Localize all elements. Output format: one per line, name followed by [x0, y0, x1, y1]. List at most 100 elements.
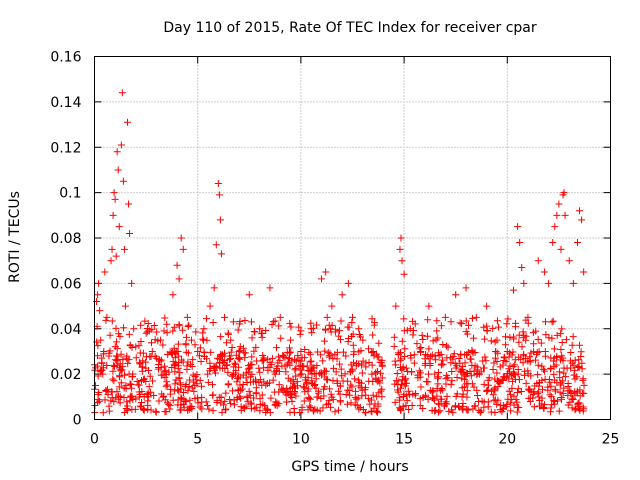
data-point	[437, 395, 445, 403]
data-point	[557, 245, 565, 253]
data-point	[109, 367, 117, 375]
data-point	[459, 400, 467, 408]
data-point	[252, 343, 260, 351]
data-point	[127, 380, 135, 388]
data-point	[99, 370, 107, 378]
data-point	[416, 395, 424, 403]
data-point	[247, 318, 255, 326]
data-point	[439, 360, 447, 368]
data-point	[256, 407, 264, 415]
data-point	[441, 313, 449, 321]
data-point	[551, 387, 559, 395]
data-point	[402, 375, 410, 383]
data-point	[553, 211, 561, 219]
data-point	[150, 392, 158, 400]
data-point	[275, 353, 283, 361]
data-point	[174, 401, 182, 409]
data-point	[247, 373, 255, 381]
data-point	[240, 403, 248, 411]
data-point	[343, 400, 351, 408]
data-point	[186, 396, 194, 404]
data-point	[498, 408, 506, 416]
data-point	[550, 370, 558, 378]
data-point	[300, 397, 308, 405]
data-point	[232, 369, 240, 377]
data-point	[204, 378, 212, 386]
data-point	[397, 355, 405, 363]
data-point	[334, 387, 342, 395]
data-point	[502, 341, 510, 349]
data-point	[159, 341, 167, 349]
data-point	[194, 399, 202, 407]
data-point	[209, 381, 217, 389]
data-point	[481, 335, 489, 343]
data-point	[275, 381, 283, 389]
data-point	[157, 356, 165, 364]
data-point	[191, 341, 199, 349]
data-point	[527, 388, 535, 396]
data-point	[236, 343, 244, 351]
data-point	[107, 397, 115, 405]
data-point	[152, 408, 160, 416]
data-point	[101, 396, 109, 404]
data-point	[396, 396, 404, 404]
data-point	[162, 408, 170, 416]
data-point	[567, 390, 575, 398]
data-point	[503, 347, 511, 355]
data-point	[227, 355, 235, 363]
data-point	[126, 380, 134, 388]
data-point	[396, 349, 404, 357]
data-point	[579, 375, 587, 383]
data-point	[327, 403, 335, 411]
data-point	[123, 352, 131, 360]
data-point	[369, 347, 377, 355]
data-point	[530, 348, 538, 356]
data-point	[132, 354, 140, 362]
data-point	[105, 352, 113, 360]
data-point	[221, 313, 229, 321]
data-point	[511, 375, 519, 383]
data-point	[268, 354, 276, 362]
data-point	[235, 354, 243, 362]
y-tick-label: 0.02	[50, 367, 81, 383]
data-point	[298, 403, 306, 411]
data-point	[326, 352, 334, 360]
data-point	[429, 337, 437, 345]
data-point	[207, 348, 215, 356]
data-point	[257, 329, 265, 337]
data-point	[228, 372, 236, 380]
data-point	[553, 354, 561, 362]
data-point	[281, 362, 289, 370]
data-point	[142, 358, 150, 366]
data-point	[538, 394, 546, 402]
y-tick-label: 0.16	[50, 50, 81, 66]
data-point	[246, 391, 254, 399]
data-point	[121, 408, 129, 416]
data-point	[122, 385, 130, 393]
data-point	[578, 216, 586, 224]
data-point	[215, 191, 223, 199]
data-point	[463, 405, 471, 413]
data-points	[91, 89, 588, 417]
data-point	[448, 368, 456, 376]
data-point	[534, 390, 542, 398]
data-point	[323, 313, 331, 321]
data-point	[428, 388, 436, 396]
data-point	[276, 313, 284, 321]
data-point	[147, 406, 155, 414]
data-point	[391, 398, 399, 406]
data-point	[571, 356, 579, 364]
data-point	[493, 317, 501, 325]
data-point	[422, 391, 430, 399]
data-point	[336, 360, 344, 368]
data-point	[374, 400, 382, 408]
data-point	[137, 377, 145, 384]
data-point	[176, 369, 184, 377]
data-point	[114, 355, 122, 363]
data-point	[247, 399, 255, 407]
data-point	[355, 325, 363, 333]
data-point	[166, 401, 174, 409]
data-point	[136, 402, 144, 410]
data-point	[507, 391, 515, 399]
data-point	[447, 381, 455, 389]
